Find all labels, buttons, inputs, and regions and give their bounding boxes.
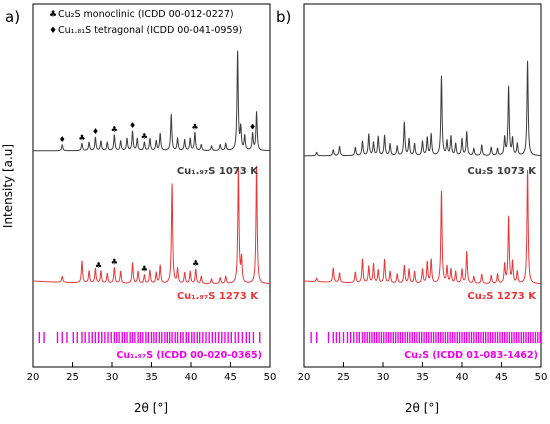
- x-tick-label: 50: [535, 372, 548, 383]
- panel-a: 20 25 30 35 40 45 50 ♦ ♣ ♦ ♣ ♦ ♣ ♣ ♦ ♣ ♣ ♣ ♣ a) ♣ Cu₂S mo…: [5, 3, 277, 415]
- series-line-1: [303, 169, 542, 285]
- panel-a-label: a): [5, 8, 20, 26]
- legend-monoclinic-text: Cu₂S monoclinic (ICDD 00-012-0227): [58, 9, 234, 20]
- phase-marker: ♣: [78, 133, 85, 142]
- x-tick-label: 40: [185, 372, 198, 383]
- legend: ♣ Cu₂S monoclinic (ICDD 00-012-0227) ♦ C…: [49, 9, 242, 36]
- x-tick-label: 30: [377, 372, 390, 383]
- panel-b-series: [303, 60, 542, 285]
- phase-marker: ♣: [111, 125, 118, 134]
- panel-a-reference-lines: [38, 332, 261, 343]
- panel-a-series-1273-label: Cu₁.₉₇S 1273 K: [177, 291, 259, 302]
- x-tick-label: 45: [495, 372, 508, 383]
- phase-marker: ♦: [129, 121, 136, 130]
- x-tick-label: 25: [66, 372, 79, 383]
- phase-marker: ♣: [111, 257, 118, 266]
- panel-b-reference-lines: [310, 332, 541, 343]
- x-tick-label: 35: [416, 372, 429, 383]
- phase-marker: ♦: [92, 127, 99, 136]
- legend-monoclinic-symbol: ♣: [49, 10, 57, 20]
- panel-a-x-ticks: 20 25 30 35 40 45 50: [27, 362, 277, 383]
- x-tick-label: 30: [106, 372, 119, 383]
- series-line-1: [32, 165, 271, 285]
- series-line-0: [32, 50, 271, 152]
- panel-b-series-1073-label: Cu₂S 1073 K: [467, 166, 537, 177]
- panel-b: 20 25 30 35 40 45 50 b) Cu₂S 1073 K Cu₂S 1273 …: [276, 3, 548, 415]
- panel-a-series: [32, 50, 271, 285]
- panel-b-xlabel: 2θ [°]: [405, 401, 439, 415]
- panel-a-phase-markers: ♦ ♣ ♦ ♣ ♦ ♣ ♣ ♦ ♣ ♣ ♣ ♣: [59, 121, 257, 274]
- y-axis-label: Intensity [a.u]: [1, 144, 15, 228]
- legend-tetragonal-symbol: ♦: [49, 26, 57, 36]
- panel-a-series-1073-label: Cu₁.₉₇S 1073 K: [177, 166, 259, 177]
- x-tick-label: 40: [456, 372, 469, 383]
- x-tick-label: 20: [27, 372, 40, 383]
- panel-b-reference-label: Cu₂S (ICDD 01-083-1462): [404, 350, 538, 361]
- panel-b-x-ticks: 20 25 30 35 40 45 50: [298, 362, 548, 383]
- panel-b-label: b): [276, 8, 291, 26]
- panel-a-reference-label: Cu₁.₉₇S (ICDD 00-020-0365): [116, 350, 262, 361]
- phase-marker: ♣: [141, 132, 148, 141]
- panel-a-xlabel: 2θ [°]: [134, 401, 168, 415]
- phase-marker: ♦: [59, 135, 66, 144]
- x-tick-label: 50: [264, 372, 277, 383]
- panel-b-series-1273-label: Cu₂S 1273 K: [467, 291, 537, 302]
- x-tick-label: 20: [298, 372, 311, 383]
- phase-marker: ♦: [249, 122, 256, 131]
- legend-tetragonal-text: Cu₁.₈₁S tetragonal (ICDD 00-041-0959): [58, 25, 242, 36]
- x-tick-label: 45: [224, 372, 237, 383]
- x-tick-label: 35: [145, 372, 158, 383]
- phase-marker: ♣: [141, 265, 148, 274]
- series-line-0: [303, 60, 542, 157]
- phase-marker: ♣: [191, 122, 198, 131]
- x-tick-label: 25: [337, 372, 350, 383]
- phase-marker: ♣: [95, 261, 102, 270]
- phase-marker: ♣: [192, 259, 199, 268]
